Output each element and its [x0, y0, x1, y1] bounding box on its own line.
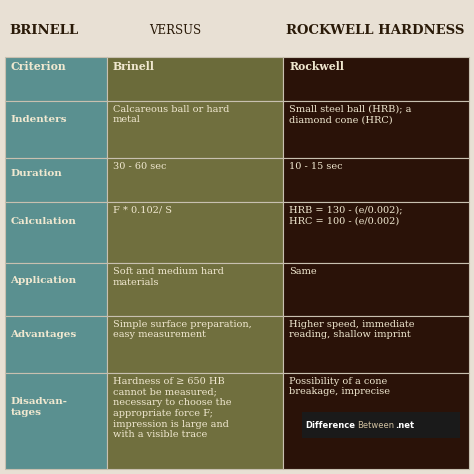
Bar [283, 101, 469, 158]
Text: F * 0.102/ S: F * 0.102/ S [113, 205, 172, 214]
Bar [283, 263, 469, 316]
Bar [5, 263, 107, 316]
Bar [283, 57, 469, 101]
Bar [283, 316, 469, 373]
Text: Hardness of ≥ 650 HB
cannot be measured;
necessary to choose the
appropriate for: Hardness of ≥ 650 HB cannot be measured;… [113, 376, 231, 439]
Bar [5, 158, 107, 201]
Bar [107, 201, 283, 263]
Text: Duration: Duration [10, 169, 62, 178]
Bar [283, 158, 469, 201]
Text: Simple surface preparation,
easy measurement: Simple surface preparation, easy measure… [113, 319, 251, 339]
Text: Same: Same [289, 267, 317, 276]
Bar [5, 57, 107, 101]
Bar [107, 316, 283, 373]
Text: Between: Between [357, 421, 394, 430]
Text: VERSUS: VERSUS [149, 24, 201, 37]
Bar [5, 373, 107, 469]
Text: 30 - 60 sec: 30 - 60 sec [113, 162, 166, 171]
Bar [107, 57, 283, 101]
Text: Brinell: Brinell [113, 61, 155, 72]
Text: Possibility of a cone
breakage, imprecise: Possibility of a cone breakage, imprecis… [289, 376, 390, 396]
Text: BRINELL: BRINELL [9, 24, 79, 37]
Text: Application: Application [10, 276, 77, 285]
Bar [5, 201, 107, 263]
Bar [283, 373, 469, 469]
Bar [5, 101, 107, 158]
Text: 10 - 15 sec: 10 - 15 sec [289, 162, 343, 171]
Bar [107, 373, 283, 469]
Bar [283, 201, 469, 263]
Text: ROCKWELL HARDNESS: ROCKWELL HARDNESS [286, 24, 465, 37]
Text: Criterion: Criterion [10, 61, 66, 72]
Bar [107, 263, 283, 316]
Text: Difference: Difference [305, 421, 355, 430]
Bar [5, 316, 107, 373]
Text: Advantages: Advantages [10, 330, 77, 339]
Text: Calcareous ball or hard
metal: Calcareous ball or hard metal [113, 105, 229, 124]
Text: Small steel ball (HRB); a
diamond cone (HRC): Small steel ball (HRB); a diamond cone (… [289, 105, 411, 124]
Bar [302, 412, 460, 438]
Text: Calculation: Calculation [10, 217, 76, 226]
Text: Disadvan-
tages: Disadvan- tages [10, 397, 67, 417]
Text: Rockwell: Rockwell [289, 61, 344, 72]
Text: Indenters: Indenters [10, 115, 67, 124]
Bar [107, 158, 283, 201]
Text: HRB = 130 - (e/0.002);
HRC = 100 - (e/0.002): HRB = 130 - (e/0.002); HRC = 100 - (e/0.… [289, 205, 402, 225]
Bar [107, 101, 283, 158]
Text: Higher speed, immediate
reading, shallow imprint: Higher speed, immediate reading, shallow… [289, 319, 415, 339]
Text: Soft and medium hard
materials: Soft and medium hard materials [113, 267, 224, 287]
Text: .net: .net [395, 421, 414, 430]
